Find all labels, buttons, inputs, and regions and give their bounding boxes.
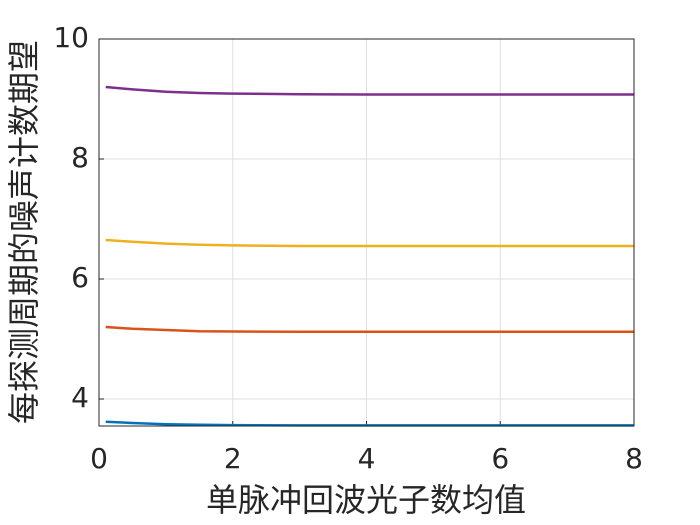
x-axis-label: 单脉冲回波光子数均值 xyxy=(206,481,526,519)
x-tick-label: 2 xyxy=(224,442,242,475)
x-tick-label: 8 xyxy=(625,442,643,475)
axes-box xyxy=(98,38,635,427)
line-series xyxy=(105,420,634,427)
x-tick-label: 0 xyxy=(90,442,108,475)
line-series xyxy=(105,325,634,334)
y-axis-label: 每探测周期的噪声计数期望 xyxy=(5,40,43,424)
x-tick-label: 4 xyxy=(358,442,376,475)
y-tick-label: 4 xyxy=(71,381,89,414)
y-tick-label: 6 xyxy=(71,261,89,294)
line-series xyxy=(105,238,634,248)
x-tick-label: 6 xyxy=(491,442,509,475)
y-tick-label: 8 xyxy=(71,141,89,174)
y-tick-label: 10 xyxy=(53,21,89,54)
line-series xyxy=(105,85,634,96)
